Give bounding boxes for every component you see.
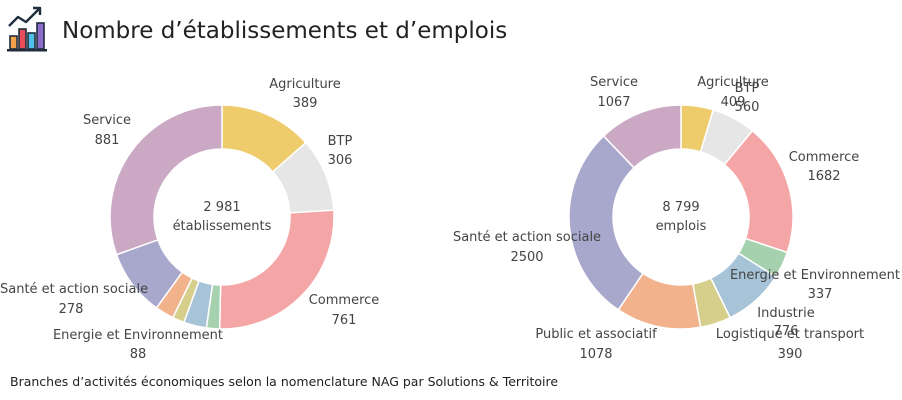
callout-value-energie: 88 [130,347,147,362]
donut-chart-etablissements: 2 981 établissements Agriculture 389 BTP… [0,77,379,362]
footer-note: Branches d’activités économiques selon l… [10,374,559,389]
slice-value-agriculture: 409 [721,95,746,110]
slice-label-energie: Energie et Environnement [730,268,900,283]
bar-chart-trend-icon [7,6,47,52]
slice-value-agriculture: 389 [293,96,318,111]
slice-label-commerce: Commerce [309,293,380,308]
donut-chart-emplois: 8 799 emplois Service 1067 Agriculture 4… [453,75,900,362]
slice-label-agriculture: Agriculture [697,75,769,90]
donut-slice-8[interactable] [602,104,682,169]
center-value: 8 799 [662,200,699,215]
slice-label-commerce: Commerce [789,150,860,165]
slice-label-sante: Santé et action sociale [453,230,601,245]
center-label: établissements [173,219,272,234]
slice-value-btp: 306 [328,153,353,168]
slice-label-industrie: Industrie [757,306,814,321]
slice-label-btp: BTP [735,81,760,96]
donut-slice-8[interactable] [109,104,223,256]
slice-value-energie: 337 [808,287,833,302]
slice-label-sante: Santé et action sociale [0,282,148,297]
center-value: 2 981 [203,200,240,215]
donut-charts: 2 981 établissements Agriculture 389 BTP… [0,75,900,362]
slice-label-logistique: Logistique et transport [716,327,864,342]
slice-value-public: 1078 [579,347,612,362]
header: Nombre d’établissements et d’emplois [0,0,902,60]
slice-label-service: Service [83,113,131,128]
slice-value-sante: 2500 [510,250,543,265]
slice-label-service: Service [590,75,638,90]
slice-value-service: 1067 [597,95,630,110]
page-title: Nombre d’établissements et d’emplois [62,18,508,44]
slice-label-public: Public et associatif [535,327,657,342]
slice-value-logistique: 390 [778,347,803,362]
slice-value-industrie: 776 [774,324,799,339]
callout-label-energie: Energie et Environnement [53,328,223,343]
slice-value-sante: 278 [59,302,84,317]
slice-value-commerce: 761 [332,313,357,328]
slice-value-btp: 560 [735,100,760,115]
slice-label-agriculture: Agriculture [269,77,341,92]
center-label: emplois [656,219,707,234]
slice-label-btp: BTP [328,134,353,149]
slice-value-commerce: 1682 [807,169,840,184]
donut-slice-7[interactable] [568,134,644,311]
slice-value-service: 881 [95,133,120,148]
